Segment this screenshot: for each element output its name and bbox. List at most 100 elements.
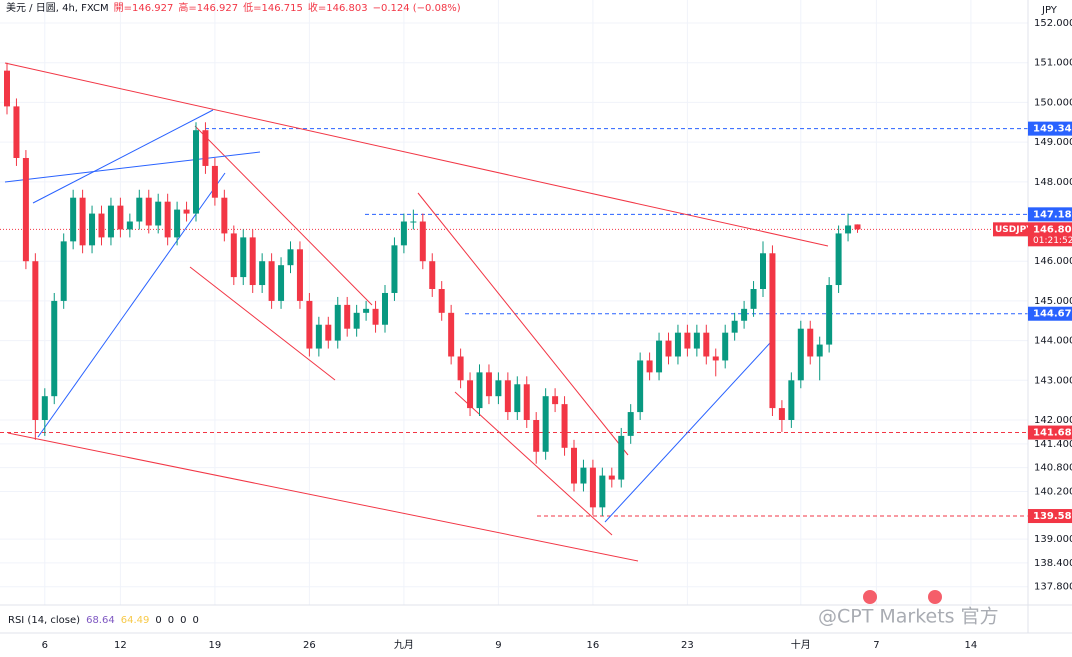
y-tick-label: 138.400	[1034, 558, 1072, 569]
y-tick-label: 144.000	[1034, 336, 1072, 347]
candle-body	[136, 197, 143, 222]
candles	[4, 62, 861, 517]
candle-body	[363, 308, 370, 313]
level-tag	[1028, 207, 1072, 222]
x-tick-label: 14	[965, 640, 978, 651]
candle-body	[826, 285, 833, 345]
candle-body	[816, 344, 823, 357]
candle-body	[155, 201, 162, 226]
candle-body	[126, 221, 133, 230]
trend-line	[32, 109, 214, 204]
candle-body	[211, 165, 218, 198]
candle-body	[807, 328, 814, 357]
x-tick-label: 6	[42, 640, 48, 651]
candle-body	[400, 221, 407, 246]
candle-body	[51, 300, 58, 397]
candle-body	[835, 233, 842, 286]
y-tick-label: 146.000	[1034, 256, 1072, 267]
candle-body	[523, 384, 530, 421]
y-tick-label: 142.000	[1034, 415, 1072, 426]
candle-body	[485, 372, 492, 397]
trend-line	[7, 432, 639, 562]
candle-body	[79, 197, 86, 246]
y-tick-label: 152.000	[1034, 18, 1072, 29]
candle-body	[637, 360, 644, 413]
candle-body	[467, 380, 474, 409]
candle-body	[845, 225, 852, 234]
candle-body	[296, 249, 303, 301]
candle-body	[533, 420, 540, 452]
y-tick-label: 137.800	[1034, 582, 1072, 593]
candle-body	[438, 289, 445, 313]
rsi-value: 0	[168, 615, 174, 626]
level-tag	[1028, 306, 1072, 321]
rsi-label: RSI (14, close)	[8, 615, 80, 626]
level-label: 141.684	[1033, 428, 1072, 439]
candle-body	[107, 205, 114, 238]
level-label: 149.340	[1033, 124, 1072, 135]
candle-body	[552, 396, 559, 405]
candle-body	[797, 328, 804, 381]
y-tick-label: 151.000	[1034, 58, 1072, 69]
candle-body	[476, 372, 483, 409]
candle-body	[183, 209, 190, 214]
candle-body	[145, 197, 152, 226]
x-tick-label: 23	[681, 640, 694, 651]
header-item: 開=146.927	[114, 2, 174, 14]
candle-body	[561, 404, 568, 448]
header: 美元 / 日圆, 4h, FXCM 開=146.927 高=146.927 低=146…	[6, 1, 461, 14]
header-item: 美元 / 日圆, 4h, FXCM	[6, 1, 109, 14]
rsi-value: 0	[192, 615, 198, 626]
candle-body	[230, 233, 237, 278]
symbol-tag	[993, 222, 1028, 237]
candle-body	[240, 237, 247, 278]
price-tag	[1028, 222, 1072, 247]
header-item: 收=146.803	[308, 1, 368, 14]
trend-line	[189, 266, 336, 381]
header-item: −0.124 (−0.08%)	[373, 3, 461, 14]
symbol-label: USDJPY	[995, 225, 1033, 235]
trend-line	[37, 172, 226, 438]
candle-body	[325, 324, 332, 341]
event-icon[interactable]	[863, 590, 877, 604]
candle-body	[334, 304, 341, 341]
trend-line	[604, 342, 771, 523]
candle-body	[448, 312, 455, 357]
candle-body	[174, 209, 181, 238]
rsi-value: 64.49	[121, 615, 150, 626]
candle-body	[372, 308, 379, 325]
candle-body	[514, 384, 521, 413]
candle-body	[712, 356, 719, 361]
rsi-value: 0	[155, 615, 161, 626]
y-tick-label: 139.000	[1034, 534, 1072, 545]
candle-body	[571, 447, 577, 484]
candle-body	[98, 213, 105, 238]
candle-body	[618, 435, 625, 480]
candle-body	[457, 356, 464, 381]
candle-body	[778, 408, 785, 421]
candle-body	[117, 205, 124, 230]
candle-body	[608, 475, 615, 480]
price-label: 146.803	[1033, 224, 1072, 235]
candle-body	[731, 320, 738, 333]
header-item: 高=146.927	[178, 1, 238, 14]
candle-body	[278, 265, 285, 301]
level-tag	[1028, 425, 1072, 440]
watermark: @CPT Markets 官方	[818, 606, 999, 628]
x-tick-label: 九月	[394, 639, 414, 651]
header-item: 低=146.715	[243, 1, 303, 14]
candle-body	[589, 467, 596, 508]
candle-body	[674, 332, 681, 357]
level-tag	[1028, 509, 1072, 524]
candle-body	[22, 157, 29, 262]
candle-body	[627, 412, 634, 436]
event-icon[interactable]	[928, 590, 942, 604]
level-tag	[1028, 121, 1072, 136]
candle-body	[854, 224, 861, 230]
level-label: 139.581	[1033, 511, 1072, 522]
y-tick-label: 149.000	[1034, 137, 1072, 148]
x-tick-label: 12	[114, 640, 127, 651]
drawings	[4, 62, 829, 562]
